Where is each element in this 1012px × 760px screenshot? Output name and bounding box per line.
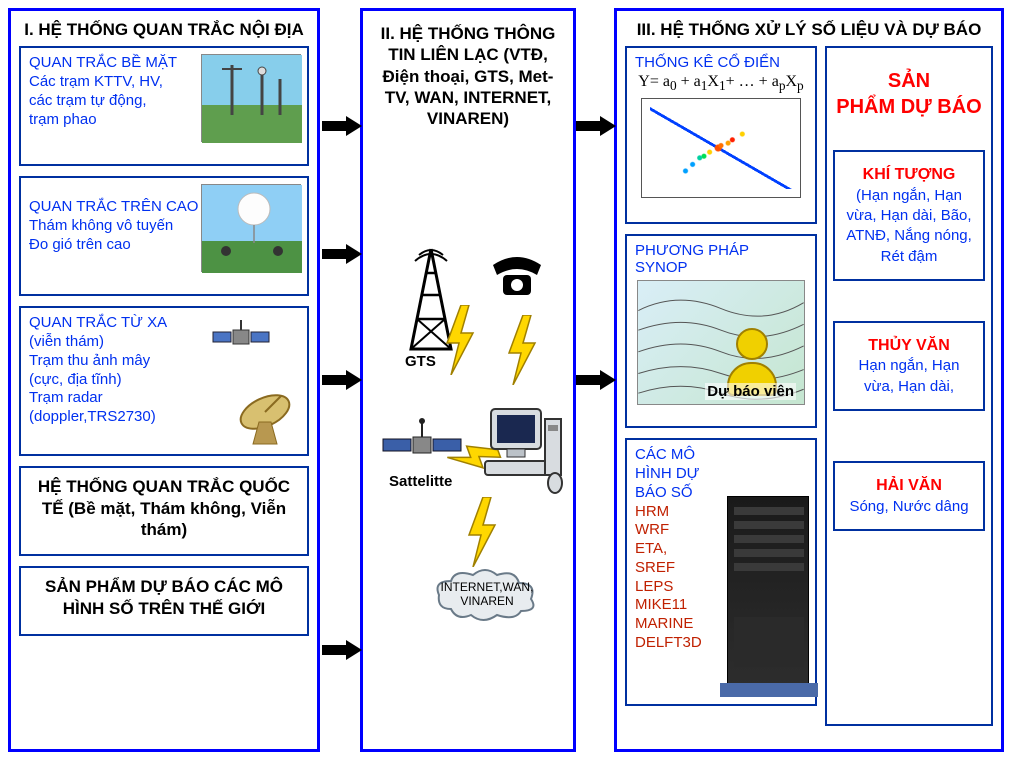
flow-arrow — [322, 370, 362, 390]
lightning-icon — [505, 315, 539, 389]
radar-dish-icon — [231, 388, 301, 448]
card-surface-title: QUAN TRẮC BỀ MẶT — [29, 54, 177, 71]
column-1: I. HỆ THỐNG QUAN TRẮC NỘI ĐỊA QUAN TRẮC … — [8, 8, 320, 752]
card-remote: QUAN TRẮC TỪ XA (viễn thám) Trạm thu ảnh… — [19, 306, 309, 456]
card-upper-title: QUAN TRẮC TRÊN CAO — [29, 198, 198, 215]
col3-left: THỐNG KÊ CỔ ĐIỂN Y= a0 + a1X1+ … + apXp … — [625, 46, 817, 726]
col3-title: III. HỆ THỐNG XỬ LÝ SỐ LIỆU VÀ DỰ BÁO — [625, 19, 993, 40]
product-hydro: THỦY VĂN Hạn ngắn, Hạn vừa, Hạn dài, — [833, 321, 985, 411]
card-surface-text: QUAN TRẮC BỀ MẶT Các trạm KTTV, HV, các … — [29, 54, 199, 129]
product-meteo-head: KHÍ TƯỢNG — [843, 164, 975, 186]
col2-title: II. HỆ THỐNG THÔNG TIN LIÊN LẠC (VTĐ, Đi… — [371, 19, 565, 219]
product-marine-head: HẢI VĂN — [843, 475, 975, 497]
models-head: CÁC MÔ HÌNH DỰ BÁO SỐ — [635, 446, 715, 502]
synop-title: PHƯƠNG PHÁP SYNOP — [635, 242, 807, 276]
product-marine: HẢI VĂN Sóng, Nước dâng — [833, 461, 985, 531]
world-model-products-title: SẢN PHẨM DỰ BÁO CÁC MÔ HÌNH SỐ TRÊN THẾ … — [19, 566, 309, 636]
stat-title: THỐNG KÊ CỔ ĐIỂN — [635, 54, 807, 71]
product-hydro-body: Hạn ngắn, Hạn vừa, Hạn dài, — [843, 356, 975, 397]
col1-title: I. HỆ THỐNG QUAN TRẮC NỘI ĐỊA — [19, 19, 309, 40]
product-meteo: KHÍ TƯỢNG (Hạn ngắn, Hạn vừa, Hạn dài, B… — [833, 150, 985, 281]
card-upper-lines: Thám không vô tuyến Đo gió trên cao — [29, 217, 173, 253]
thumb-surface-station — [201, 54, 301, 142]
synop-map: Dự báo viên — [637, 280, 805, 405]
card-statistics: THỐNG KÊ CỔ ĐIỂN Y= a0 + a1X1+ … + apXp — [625, 46, 817, 224]
column-3: III. HỆ THỐNG XỬ LÝ SỐ LIỆU VÀ DỰ BÁO TH… — [614, 8, 1004, 752]
card-remote-lines: (viễn thám) Trạm thu ảnh mây (cực, địa t… — [29, 333, 156, 425]
column-2: II. HỆ THỐNG THÔNG TIN LIÊN LẠC (VTĐ, Đi… — [360, 8, 576, 752]
card-upper-air: QUAN TRẮC TRÊN CAO Thám không vô tuyến Đ… — [19, 176, 309, 296]
flow-arrow — [322, 244, 362, 264]
card-nwp-models: CÁC MÔ HÌNH DỰ BÁO SỐ HRM WRF ETA, SREF … — [625, 438, 817, 706]
product-meteo-body: (Hạn ngắn, Hạn vừa, Hạn dài, Bão, ATNĐ, … — [843, 186, 975, 267]
telephone-icon — [489, 253, 545, 305]
flow-arrow — [322, 640, 362, 660]
card-remote-text: QUAN TRẮC TỪ XA (viễn thám) Trạm thu ảnh… — [29, 314, 189, 427]
lightning-icon — [465, 497, 499, 571]
scatter-plot — [641, 98, 801, 198]
products-title: SẢN PHẨM DỰ BÁO — [833, 68, 985, 120]
card-surface: QUAN TRẮC BỀ MẶT Các trạm KTTV, HV, các … — [19, 46, 309, 166]
forecaster-label: Dự báo viên — [705, 383, 796, 400]
comm-diagram: GTS Sattelitte — [371, 225, 565, 645]
thumb-radiosonde — [201, 184, 301, 272]
gts-label: GTS — [405, 353, 436, 370]
intl-observation-title: HỆ THỐNG QUAN TRẮC QUỐC TẾ (Bề mặt, Thám… — [19, 466, 309, 556]
flow-arrow — [576, 116, 616, 136]
computer-icon — [479, 405, 565, 499]
flow-arrow — [322, 116, 362, 136]
card-surface-lines: Các trạm KTTV, HV, các trạm tự động, trạ… — [29, 73, 163, 128]
satellite-icon — [211, 314, 271, 360]
card-remote-title: QUAN TRẮC TỪ XA — [29, 314, 167, 331]
card-upper-text: QUAN TRẮC TRÊN CAO Thám không vô tuyến Đ… — [29, 184, 199, 254]
col3-right: SẢN PHẨM DỰ BÁO KHÍ TƯỢNG (Hạn ngắn, Hạn… — [825, 46, 993, 726]
flow-arrow — [576, 370, 616, 390]
product-marine-body: Sóng, Nước dâng — [843, 497, 975, 517]
stat-formula: Y= a0 + a1X1+ … + apXp — [635, 73, 807, 94]
server-rack-icon — [727, 496, 809, 686]
cloud-label: INTERNET,WAN, VINAREN — [437, 581, 537, 609]
product-hydro-head: THỦY VĂN — [843, 335, 975, 357]
lightning-icon — [443, 305, 477, 379]
card-synop: PHƯƠNG PHÁP SYNOP Dự báo viên — [625, 234, 817, 428]
